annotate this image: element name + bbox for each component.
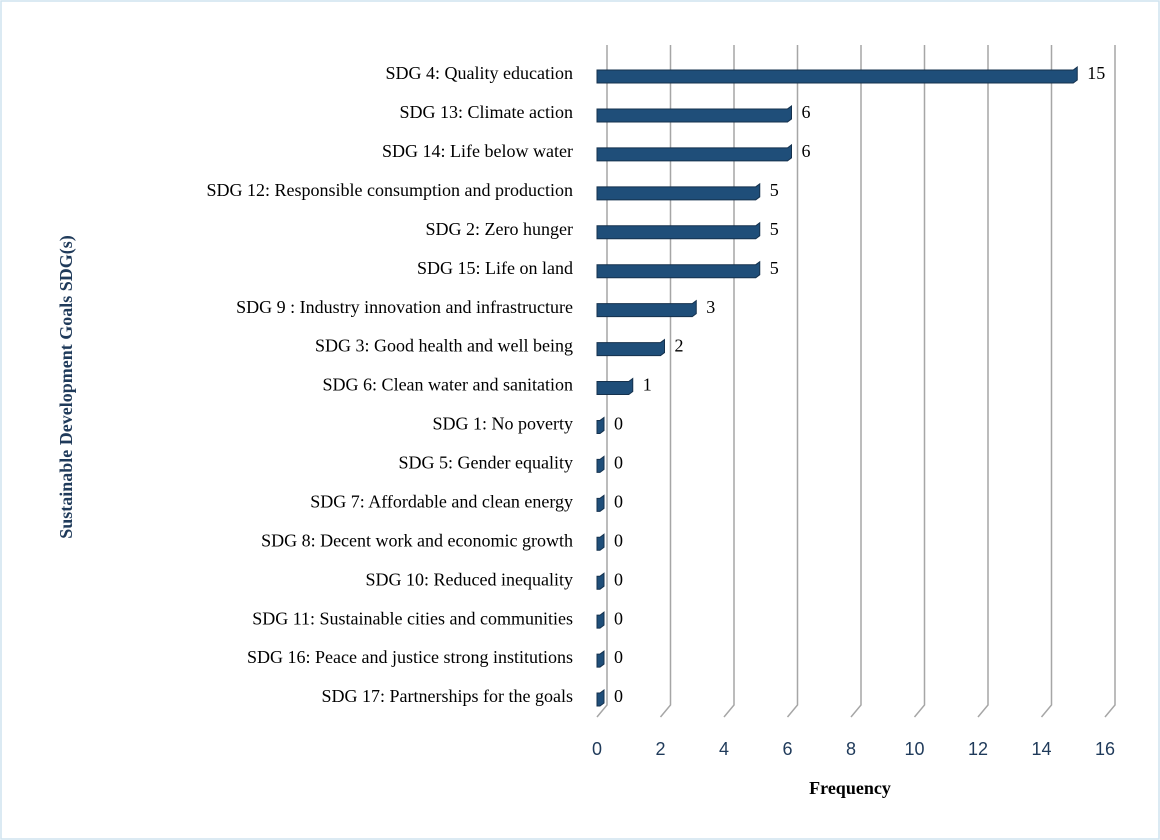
grid-line [786, 45, 799, 718]
bar [596, 182, 761, 201]
y-tick-label: SDG 14: Life below water [382, 141, 573, 161]
bar [596, 455, 605, 473]
x-axis-label: Frequency [809, 778, 891, 798]
y-axis-label: Sustainable Development Goals SDG(s) [56, 235, 77, 539]
data-label: 5 [770, 219, 779, 239]
x-tick-label: 6 [782, 739, 792, 759]
x-tick-label: 0 [592, 739, 602, 759]
y-tick-label: SDG 15: Life on land [417, 258, 573, 278]
x-tick-label: 16 [1095, 739, 1115, 759]
bar [596, 650, 605, 668]
data-label: 1 [643, 375, 652, 395]
y-tick-label: SDG 17: Partnerships for the goals [322, 686, 573, 706]
grid-line [1104, 45, 1116, 718]
bar [596, 104, 792, 123]
y-tick-label: SDG 6: Clean water and sanitation [323, 375, 573, 395]
y-tick-label: SDG 12: Responsible consumption and prod… [207, 180, 573, 200]
grid-line [1040, 45, 1053, 718]
bar [596, 533, 605, 551]
y-tick-label: SDG 5: Gender equality [399, 453, 573, 473]
data-label: 5 [770, 258, 779, 278]
y-tick-label: SDG 13: Climate action [400, 102, 573, 122]
x-tick-label: 2 [655, 739, 665, 759]
bar [596, 572, 605, 590]
y-tick-label: SDG 4: Quality education [386, 63, 573, 83]
y-tick-label: SDG 16: Peace and justice strong institu… [247, 647, 573, 667]
data-label: 0 [614, 530, 623, 550]
y-tick-label: SDG 2: Zero hunger [426, 219, 573, 239]
x-tick-label: 4 [719, 739, 729, 759]
y-tick-label: SDG 8: Decent work and economic growth [261, 530, 573, 550]
bar [596, 338, 665, 357]
data-label: 2 [675, 336, 684, 356]
bar [596, 377, 634, 395]
x-tick-label: 14 [1031, 739, 1051, 759]
grid-line [850, 45, 862, 718]
data-label: 6 [802, 102, 811, 122]
data-label: 0 [614, 608, 623, 628]
data-label: 6 [802, 141, 811, 161]
x-tick-label: 8 [846, 739, 856, 759]
bar [596, 221, 761, 240]
grid-line [977, 45, 989, 718]
data-label: 15 [1087, 63, 1105, 83]
y-tick-label: SDG 7: Affordable and clean energy [310, 491, 573, 511]
x-tick-label: 12 [968, 739, 988, 759]
bar [596, 416, 605, 434]
y-tick-label: SDG 10: Reduced inequality [366, 569, 573, 589]
bar [596, 143, 792, 162]
y-tick-label: SDG 1: No poverty [433, 414, 574, 434]
data-label: 5 [770, 180, 779, 200]
data-label: 0 [614, 453, 623, 473]
bar [596, 689, 605, 707]
bar [596, 611, 605, 629]
y-tick-label: SDG 9 : Industry innovation and infrastr… [236, 297, 573, 317]
bar [596, 66, 1078, 84]
bar [596, 299, 697, 318]
data-label: 0 [614, 647, 623, 667]
y-tick-label: SDG 3: Good health and well being [315, 336, 573, 356]
data-label: 0 [614, 491, 623, 511]
data-label: 3 [706, 297, 715, 317]
bar [596, 260, 761, 279]
y-tick-label: SDG 11: Sustainable cities and communiti… [252, 608, 573, 628]
data-label: 0 [614, 569, 623, 589]
bar [596, 494, 605, 512]
x-tick-label: 10 [904, 739, 924, 759]
data-label: 0 [614, 686, 623, 706]
data-label: 0 [614, 414, 623, 434]
grid-line [913, 45, 926, 718]
